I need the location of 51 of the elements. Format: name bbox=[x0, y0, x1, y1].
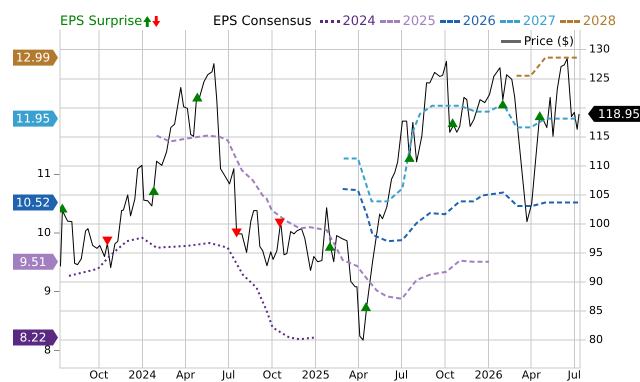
legend-label: 2024 bbox=[342, 14, 376, 29]
point bbox=[148, 186, 159, 196]
x-tick-label: Oct bbox=[436, 368, 456, 382]
y2-tick-label: 125 bbox=[589, 72, 610, 85]
legend-label: 2025 bbox=[402, 14, 436, 29]
y2-tick-label: 115 bbox=[589, 130, 610, 143]
y2-tick-label: 100 bbox=[589, 216, 610, 230]
x-tick-label: Oct bbox=[262, 368, 282, 382]
x-tick-label: Jul bbox=[220, 368, 236, 382]
x-tick-label: Jul bbox=[394, 368, 408, 382]
line-series bbox=[342, 188, 580, 242]
text: 12.99 bbox=[16, 50, 50, 65]
x-tick-label: 2025 bbox=[302, 368, 330, 382]
x-tick-label: Apr bbox=[348, 368, 368, 382]
line-series bbox=[156, 134, 490, 300]
text: 11.95 bbox=[16, 112, 50, 126]
data-label: 118.95 bbox=[598, 107, 640, 122]
y2-tick-label: 130 bbox=[589, 42, 610, 56]
y2-tick-label: 80 bbox=[589, 332, 603, 346]
y2-tick-label: 110 bbox=[589, 158, 610, 172]
legend-label: 2027 bbox=[522, 14, 556, 29]
point bbox=[325, 242, 335, 251]
legend-title: EPS Consensus bbox=[213, 14, 312, 29]
x-tick-label: Apr bbox=[522, 368, 542, 382]
x-tick-label: Jul bbox=[566, 368, 581, 382]
y2-tick-label: 95 bbox=[589, 246, 603, 259]
y-tick-label: 10 bbox=[37, 226, 51, 239]
series-label: Price ($) bbox=[524, 34, 574, 48]
point bbox=[192, 93, 202, 102]
point bbox=[498, 100, 508, 108]
x-tick-label: Apr bbox=[176, 368, 196, 382]
text: EPS Surprise bbox=[60, 14, 142, 29]
text: 8.22 bbox=[20, 330, 46, 345]
y-tick-label: 9 bbox=[44, 284, 51, 298]
point bbox=[404, 153, 414, 162]
x-tick-label: Oct bbox=[89, 368, 110, 382]
text: 9.51 bbox=[20, 254, 46, 269]
x-tick-label: 2024 bbox=[128, 368, 156, 382]
y2-tick-label: 85 bbox=[589, 304, 603, 317]
x-tick-label: 2026 bbox=[474, 368, 503, 382]
legend-label: 2026 bbox=[462, 14, 496, 29]
y-tick-label: 11 bbox=[37, 167, 51, 180]
y2-tick-label: 90 bbox=[589, 274, 603, 288]
line-series bbox=[68, 236, 316, 340]
legend-label: 2028 bbox=[582, 14, 616, 29]
point bbox=[448, 118, 458, 128]
y-tick-label: 8 bbox=[44, 343, 51, 356]
point bbox=[361, 302, 371, 312]
point bbox=[534, 112, 545, 120]
y2-tick-label: 105 bbox=[589, 188, 610, 201]
text: 10.52 bbox=[16, 196, 50, 210]
